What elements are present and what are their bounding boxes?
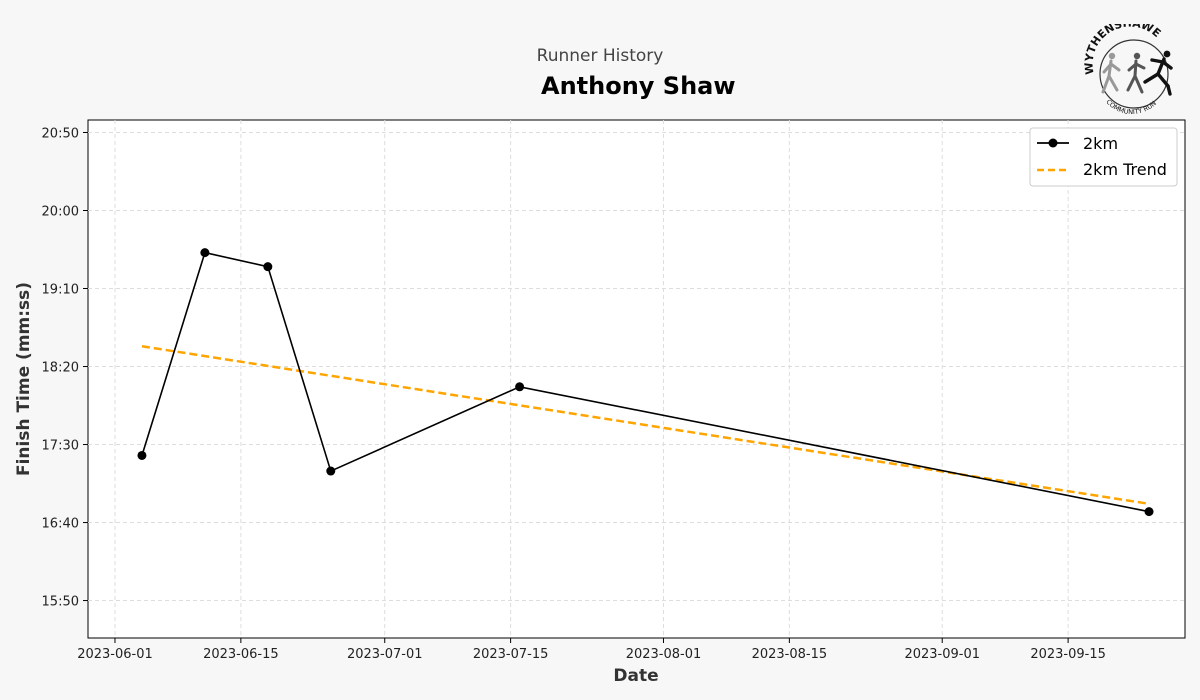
- x-axis-title: Date: [613, 666, 658, 686]
- y-tick-label: 18:20: [42, 361, 79, 376]
- runner-light-icon: [1101, 52, 1121, 94]
- legend: 2km 2km Trend: [1029, 127, 1178, 187]
- data-point-2km: [137, 450, 147, 460]
- plot-area: [87, 119, 1186, 639]
- data-point-2km: [263, 262, 273, 272]
- x-tick-label: 2023-09-01: [904, 647, 980, 662]
- runner-mid-icon: [1126, 52, 1146, 94]
- data-point-2km: [515, 382, 525, 392]
- x-tick-label: 2023-07-01: [347, 647, 423, 662]
- x-tick-label: 2023-09-15: [1030, 647, 1106, 662]
- y-tick-label: 20:50: [42, 126, 79, 141]
- axes: 2023-06-01 2023-06-15 2023-07-01 2023-07-15…: [42, 126, 1106, 662]
- data-point-2km: [1144, 507, 1154, 517]
- data-point-2km: [326, 466, 336, 476]
- legend-marker-2km: [1048, 138, 1058, 148]
- y-tick-label: 15:50: [42, 595, 79, 610]
- y-tick-label: 20:00: [42, 204, 79, 219]
- y-tick-label: 19:10: [42, 283, 79, 298]
- legend-label-2km: 2km: [1083, 134, 1118, 153]
- y-axis-title: Finish Time (mm:ss): [14, 282, 34, 476]
- data-point-2km: [200, 248, 210, 258]
- chart-title: Anthony Shaw: [541, 72, 736, 100]
- x-tick-label: 2023-06-01: [77, 647, 153, 662]
- legend-label-2km-trend: 2km Trend: [1083, 160, 1167, 179]
- series-line-2km-trend: [141, 344, 1150, 506]
- series: [137, 248, 1154, 517]
- wythenshawe-community-run-logo: WYTHENSHAWE COMMUNITY RUN: [1084, 24, 1173, 116]
- y-tick-label: 17:30: [42, 439, 79, 454]
- x-tick-label: 2023-08-15: [752, 647, 828, 662]
- y-tick-label: 16:40: [42, 517, 79, 532]
- x-tick-label: 2023-08-01: [626, 647, 702, 662]
- series-line-2km: [141, 251, 1150, 513]
- grid: [88, 120, 1185, 638]
- runner-dark-icon: [1143, 50, 1173, 96]
- x-tick-label: 2023-06-15: [203, 647, 279, 662]
- chart-subtitle: Runner History: [536, 46, 664, 66]
- x-tick-label: 2023-07-15: [473, 647, 549, 662]
